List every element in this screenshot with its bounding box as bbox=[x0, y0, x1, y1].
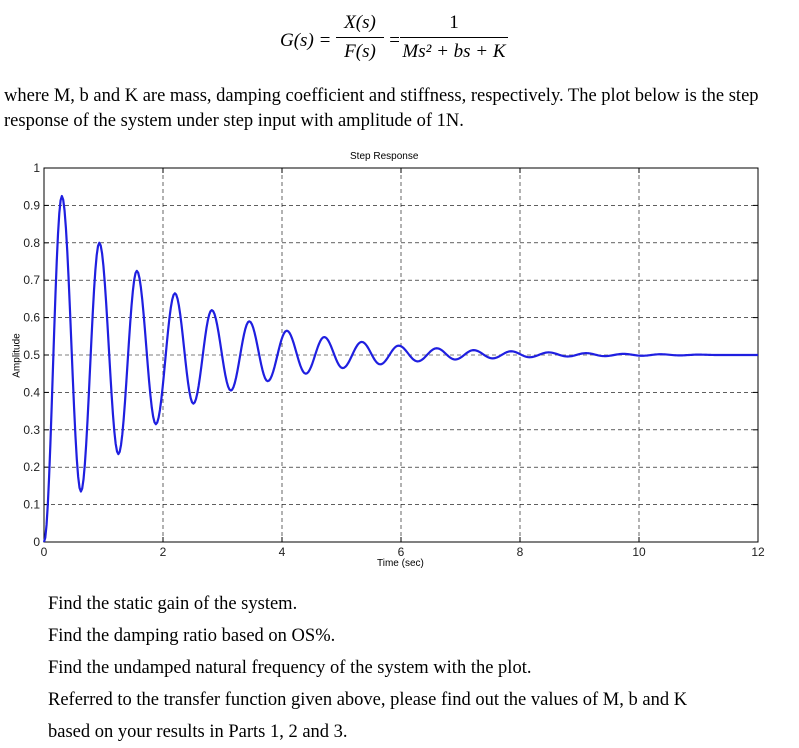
fraction-numerator: 1 bbox=[449, 12, 459, 33]
question-4-line-1: Referred to the transfer function given … bbox=[48, 690, 688, 710]
x-tick-label: 12 bbox=[751, 545, 765, 559]
y-tick-label: 0.4 bbox=[23, 385, 40, 399]
y-tick-label: 0.8 bbox=[23, 236, 40, 250]
question-2: Find the damping ratio based on OS%. bbox=[48, 626, 336, 646]
fraction-bar bbox=[336, 37, 384, 38]
fraction-bar bbox=[400, 37, 508, 38]
x-tick-label: 2 bbox=[160, 545, 167, 559]
x-tick-label: 6 bbox=[398, 545, 405, 559]
y-tick-label: 0.7 bbox=[23, 273, 40, 287]
fraction-denominator: Ms² + bs + K bbox=[402, 41, 506, 62]
fraction-one-over-polynomial: 1 Ms² + bs + K bbox=[400, 12, 508, 63]
question-list: Find the static gain of the system. Find… bbox=[48, 588, 788, 748]
y-tick-label: 0.2 bbox=[23, 460, 40, 474]
question-1: Find the static gain of the system. bbox=[48, 594, 298, 614]
x-tick-label: 4 bbox=[279, 545, 286, 559]
y-tick-label: 0 bbox=[33, 535, 40, 549]
equals-sign: = bbox=[388, 30, 401, 51]
transfer-function-equation: G(s) = X(s) F(s) = 1 Ms² + bs + K bbox=[270, 8, 530, 70]
y-axis-label: Amplitude bbox=[11, 333, 23, 378]
fraction-x-over-f: X(s) F(s) bbox=[336, 12, 384, 63]
y-tick-label: 0.1 bbox=[23, 498, 40, 512]
fraction-denominator: F(s) bbox=[344, 41, 376, 62]
y-tick-label: 0.9 bbox=[23, 198, 40, 212]
y-tick-label: 1 bbox=[33, 161, 40, 175]
chart-canvas: 00.10.20.30.40.50.60.70.80.910 2 4 6 8 10 12 bbox=[23, 161, 765, 559]
fraction-numerator: X(s) bbox=[344, 12, 376, 33]
x-tick-label: 0 bbox=[41, 545, 48, 559]
step-response-line bbox=[42, 194, 758, 543]
chart-title: Step Response bbox=[350, 151, 419, 162]
y-tick-label: 0.5 bbox=[23, 348, 40, 362]
equation-lhs: G(s) = bbox=[280, 30, 332, 51]
intro-paragraph: where M, b and K are mass, damping coeff… bbox=[4, 86, 759, 131]
y-tick-label: 0.6 bbox=[23, 311, 40, 325]
x-axis-label: Time (sec) bbox=[377, 558, 424, 569]
x-tick-label: 10 bbox=[632, 545, 646, 559]
y-tick-label: 0.3 bbox=[23, 423, 40, 437]
question-3: Find the undamped natural frequency of t… bbox=[48, 658, 532, 678]
step-response-chart: Step Response 0 0.1 0.2 0.3 0.4 0.5 0.6 0.7 0.8 0… bbox=[0, 150, 799, 580]
question-4-line-2: based on your results in Parts 1, 2 and … bbox=[48, 722, 348, 742]
x-tick-label: 8 bbox=[517, 545, 524, 559]
